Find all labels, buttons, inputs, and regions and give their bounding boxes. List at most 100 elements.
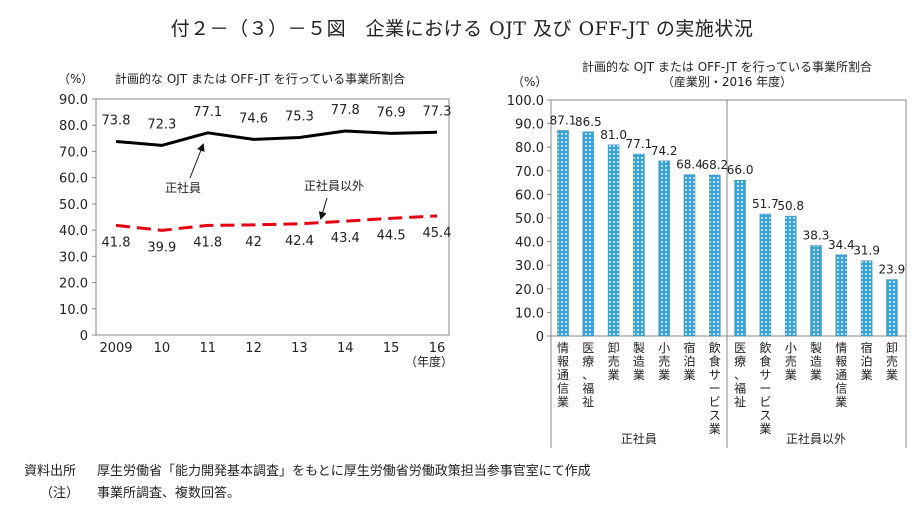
category-char: 情 bbox=[835, 341, 847, 355]
bar bbox=[557, 130, 569, 337]
category-char: ー bbox=[759, 382, 771, 396]
category-char: 卸 bbox=[886, 340, 898, 355]
bar bbox=[633, 153, 645, 337]
x-category-label: 情報通信業 bbox=[557, 341, 569, 409]
category-char: ス bbox=[709, 409, 721, 423]
y-tick-label: 50.0 bbox=[515, 212, 544, 227]
x-tick-label: 15 bbox=[383, 341, 400, 356]
bar-value-label: 74.2 bbox=[651, 144, 678, 158]
bar-value-label: 77.1 bbox=[626, 137, 653, 151]
category-char: 祉 bbox=[582, 395, 594, 409]
bar-chart-title: 計画的な OJT または OFF-JT を行っている事業所割合 bbox=[582, 59, 872, 74]
note-label: （注） bbox=[40, 486, 80, 501]
category-char: ビ bbox=[709, 395, 721, 409]
bar-y-unit: （%） bbox=[512, 75, 547, 89]
category-char: 情 bbox=[557, 341, 569, 355]
category-char: 報 bbox=[835, 355, 847, 369]
y-tick-label: 10.0 bbox=[59, 303, 88, 318]
category-char: 宿 bbox=[861, 340, 873, 355]
data-label: 72.3 bbox=[147, 117, 176, 132]
category-char: 飲 bbox=[709, 340, 721, 355]
category-char: 通 bbox=[835, 368, 847, 382]
category-char: 業 bbox=[658, 368, 670, 382]
bar-value-label: 66.0 bbox=[727, 163, 754, 177]
category-char: 売 bbox=[658, 354, 670, 369]
category-char: 業 bbox=[709, 422, 721, 436]
y-tick-label: 70.0 bbox=[59, 145, 88, 160]
category-char: 卸 bbox=[608, 340, 620, 355]
annotation-arrow bbox=[318, 197, 328, 220]
bar-value-label: 87.1 bbox=[550, 113, 577, 127]
y-tick-label: 60.0 bbox=[59, 172, 88, 187]
category-char: 小 bbox=[785, 341, 797, 355]
bar bbox=[835, 254, 848, 337]
bar bbox=[810, 245, 822, 337]
y-tick-label: 20.0 bbox=[515, 283, 544, 298]
bar bbox=[886, 279, 898, 337]
category-char: 、 bbox=[734, 368, 746, 382]
category-char: 報 bbox=[557, 355, 569, 369]
bar bbox=[607, 144, 620, 337]
bar-value-label: 86.5 bbox=[575, 115, 602, 129]
series-line-non-regular-employees bbox=[115, 214, 438, 232]
category-char: 業 bbox=[759, 422, 771, 436]
data-label: 43.4 bbox=[331, 231, 360, 246]
x-tick-label: 12 bbox=[245, 341, 262, 356]
data-label: 75.3 bbox=[285, 110, 314, 125]
y-tick-label: 0 bbox=[80, 329, 88, 344]
bar bbox=[658, 160, 670, 337]
category-char: 業 bbox=[633, 368, 645, 382]
x-category-label: 卸売業 bbox=[886, 340, 898, 382]
figure-title: 付２－（３）－５図 企業における OJT 及び OFF-JT の実施状況 bbox=[170, 18, 754, 40]
category-char: 小 bbox=[658, 341, 670, 355]
y-tick-label: 60.0 bbox=[515, 188, 544, 203]
line-y-unit: （%） bbox=[58, 72, 93, 86]
category-char: ビ bbox=[759, 395, 771, 409]
category-char: 宿 bbox=[683, 340, 695, 355]
category-char: 療 bbox=[734, 355, 746, 369]
data-label: 77.8 bbox=[331, 103, 360, 118]
x-category-label: 宿泊業 bbox=[861, 340, 873, 382]
bar bbox=[709, 174, 721, 337]
y-tick-label: 40.0 bbox=[515, 236, 544, 251]
bar-value-label: 23.9 bbox=[879, 263, 906, 277]
line-plot-frame bbox=[95, 98, 450, 336]
category-char: 製 bbox=[633, 341, 645, 355]
series-line-regular-employees bbox=[115, 129, 438, 147]
data-label: 77.3 bbox=[423, 104, 452, 119]
bar-value-label: 31.9 bbox=[853, 244, 880, 258]
bar-chart-subtitle: （産業別・2016 年度） bbox=[662, 74, 792, 89]
data-label: 45.4 bbox=[423, 226, 452, 241]
category-char: 業 bbox=[608, 368, 620, 382]
y-tick-label: 50.0 bbox=[59, 198, 88, 213]
bar-value-label: 51.7 bbox=[752, 197, 779, 211]
x-category-label: 医療、福祉 bbox=[734, 341, 746, 409]
group-label: 正社員以外 bbox=[786, 431, 846, 446]
y-tick-label: 80.0 bbox=[515, 141, 544, 156]
line-chart-title: 計画的な OJT または OFF-JT を行っている事業所割合 bbox=[115, 71, 405, 86]
category-char: サ bbox=[709, 368, 721, 382]
data-label: 42.4 bbox=[285, 234, 314, 249]
category-char: ス bbox=[759, 409, 771, 423]
annotation-regular: 正社員 bbox=[165, 180, 201, 195]
category-char: 業 bbox=[835, 395, 847, 409]
y-tick-label: 40.0 bbox=[59, 224, 88, 239]
bar bbox=[734, 179, 746, 337]
category-char: 売 bbox=[785, 354, 797, 369]
category-char: 、 bbox=[582, 368, 594, 382]
category-char: 業 bbox=[785, 368, 797, 382]
category-char: 食 bbox=[709, 354, 721, 369]
category-char: 療 bbox=[582, 355, 594, 369]
bar bbox=[759, 213, 772, 337]
x-category-label: 飲食サービス業 bbox=[709, 340, 721, 436]
bar bbox=[860, 260, 873, 337]
y-tick-label: 90.0 bbox=[59, 93, 88, 108]
category-char: ー bbox=[709, 382, 721, 396]
category-char: 信 bbox=[557, 382, 569, 396]
category-char: 売 bbox=[608, 354, 620, 369]
category-char: 通 bbox=[557, 368, 569, 382]
group-label: 正社員 bbox=[621, 431, 657, 446]
y-tick-label: 10.0 bbox=[515, 306, 544, 321]
line-x-unit: （年度） bbox=[405, 354, 453, 369]
